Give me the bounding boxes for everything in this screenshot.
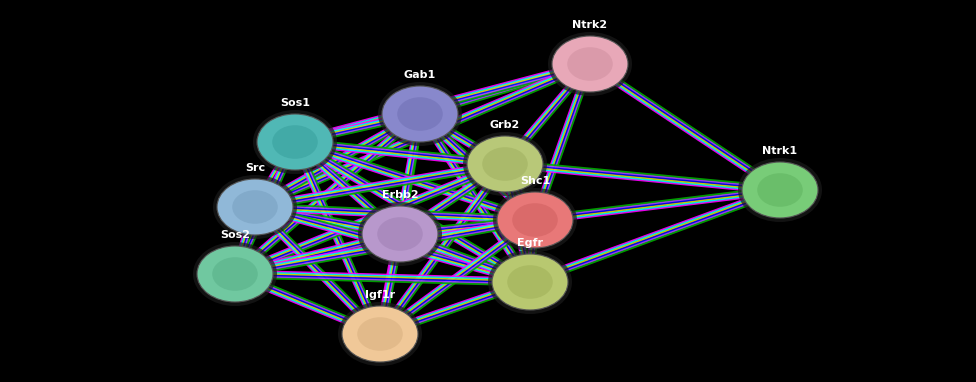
Ellipse shape — [382, 86, 458, 142]
Ellipse shape — [512, 203, 558, 237]
Ellipse shape — [497, 192, 573, 248]
Text: Sos1: Sos1 — [280, 98, 310, 108]
Ellipse shape — [217, 179, 293, 235]
Ellipse shape — [742, 162, 818, 218]
Text: Ntrk1: Ntrk1 — [762, 146, 797, 156]
Ellipse shape — [493, 188, 577, 252]
Text: Igf1r: Igf1r — [365, 290, 395, 300]
Text: Ntrk2: Ntrk2 — [573, 20, 608, 30]
Ellipse shape — [567, 47, 613, 81]
Ellipse shape — [482, 147, 528, 181]
Ellipse shape — [492, 254, 568, 310]
Ellipse shape — [757, 173, 803, 207]
Text: Erbb2: Erbb2 — [382, 190, 419, 200]
Ellipse shape — [548, 32, 632, 96]
Ellipse shape — [552, 36, 628, 92]
Text: Gab1: Gab1 — [404, 70, 436, 80]
Ellipse shape — [272, 125, 318, 159]
Ellipse shape — [377, 217, 423, 251]
Ellipse shape — [212, 257, 258, 291]
Text: Shc1: Shc1 — [520, 176, 550, 186]
Ellipse shape — [342, 306, 418, 362]
Ellipse shape — [378, 82, 462, 146]
Ellipse shape — [257, 114, 333, 170]
Ellipse shape — [362, 206, 438, 262]
Ellipse shape — [193, 242, 277, 306]
Ellipse shape — [232, 190, 278, 224]
Ellipse shape — [508, 265, 552, 299]
Ellipse shape — [358, 202, 442, 266]
Text: Egfr: Egfr — [517, 238, 543, 248]
Ellipse shape — [488, 250, 572, 314]
Text: Grb2: Grb2 — [490, 120, 520, 130]
Ellipse shape — [338, 302, 422, 366]
Ellipse shape — [197, 246, 273, 302]
Ellipse shape — [397, 97, 443, 131]
Text: Src: Src — [245, 163, 265, 173]
Text: Sos2: Sos2 — [220, 230, 250, 240]
Ellipse shape — [738, 158, 822, 222]
Ellipse shape — [463, 132, 547, 196]
Ellipse shape — [253, 110, 337, 174]
Ellipse shape — [213, 175, 297, 239]
Ellipse shape — [357, 317, 403, 351]
Ellipse shape — [467, 136, 543, 192]
